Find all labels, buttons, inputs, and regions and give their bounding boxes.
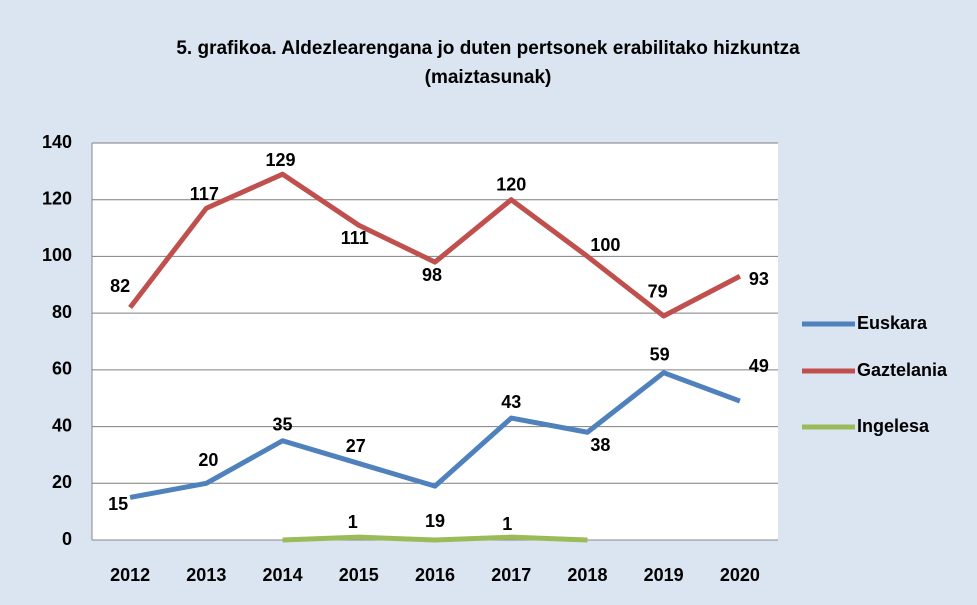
data-label: 43 [501,392,521,412]
data-label: 98 [422,265,442,285]
x-tick-label: 2014 [263,565,303,585]
data-label: 38 [590,435,610,455]
y-tick-label: 20 [52,472,72,492]
data-label: 59 [650,344,670,364]
legend-label: Euskara [857,313,928,333]
data-label: 35 [273,415,293,435]
data-label: 15 [108,494,128,514]
x-tick-label: 2018 [567,565,607,585]
data-label: 93 [749,269,769,289]
x-tick-label: 2012 [110,565,150,585]
chart-title: 5. grafikoa. Aldezlearengana jo duten pe… [176,38,800,88]
data-label: 1 [348,512,358,532]
data-label: 27 [346,436,366,456]
data-label: 20 [198,450,218,470]
data-label: 117 [190,184,219,204]
series-line [129,370,741,500]
y-tick-label: 100 [42,245,72,265]
y-tick-label: 140 [42,132,72,152]
data-label: 120 [496,174,526,194]
data-label: 1 [502,514,512,534]
x-tick-label: 2020 [720,565,760,585]
y-tick-label: 60 [52,359,72,379]
y-tick-label: 40 [52,415,72,435]
x-tick-label: 2013 [186,565,226,585]
data-label: 82 [110,276,130,296]
x-tick-label: 2017 [491,565,531,585]
data-label: 129 [266,150,296,170]
data-label: 79 [648,282,668,302]
data-label: 111 [341,228,369,248]
x-tick-label: 2015 [339,565,379,585]
legend-label: Gaztelania [857,360,948,380]
x-tick-label: 2016 [415,565,455,585]
y-tick-label: 0 [62,529,72,549]
series-line [128,171,742,319]
data-label: 100 [590,235,620,255]
y-tick-label: 120 [42,188,72,208]
y-tick-label: 80 [52,302,72,322]
legend-label: Ingelesa [857,416,930,436]
data-label: 19 [425,511,445,531]
data-label: 49 [749,356,769,376]
x-tick-label: 2019 [644,565,684,585]
series-line [282,534,588,543]
